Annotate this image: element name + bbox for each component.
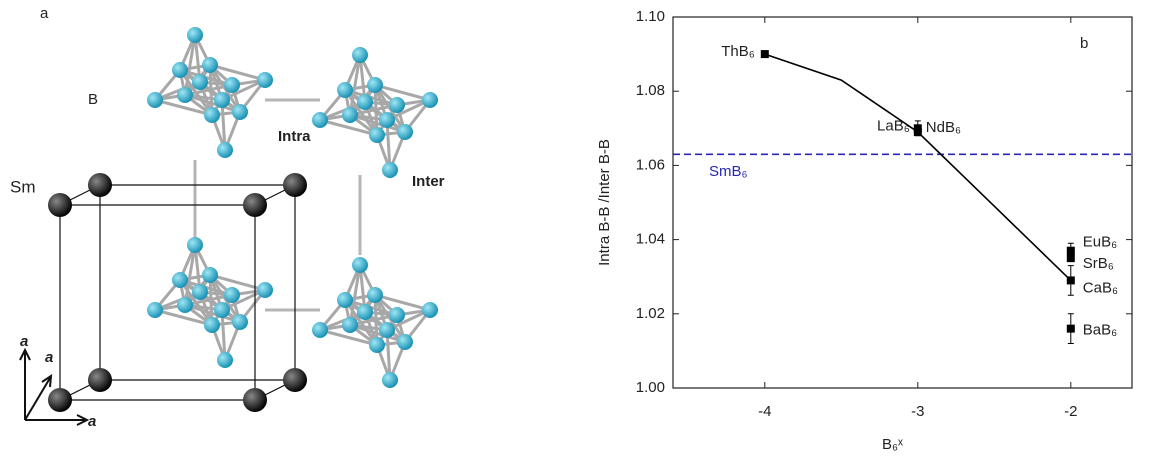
boron-atom — [379, 112, 395, 128]
point-label: LaB₆ — [877, 117, 910, 134]
y-tick-label: 1.00 — [636, 379, 665, 396]
boron-atom — [367, 287, 383, 303]
point-label: CaB₆ — [1083, 279, 1118, 296]
boron-atom — [369, 337, 385, 353]
y-tick-label: 1.04 — [636, 231, 665, 248]
data-point — [1067, 276, 1075, 284]
sm-atom — [88, 173, 112, 197]
boron-atom — [192, 284, 208, 300]
boron-atom — [177, 297, 193, 313]
boron-atom — [337, 82, 353, 98]
data-point — [914, 128, 922, 136]
boron-atom — [257, 282, 273, 298]
boron-atom — [172, 62, 188, 78]
sm-atom — [283, 173, 307, 197]
boron-atom — [367, 77, 383, 93]
boron-atom — [172, 272, 188, 288]
boron-label: B — [88, 91, 98, 108]
sm-label: Sm — [10, 177, 36, 196]
boron-atom — [217, 352, 233, 368]
y-tick-label: 1.08 — [636, 82, 665, 99]
boron-atom — [422, 302, 438, 318]
boron-atom — [257, 72, 273, 88]
y-axis-label: Intra B-B /Inter B-B — [596, 139, 613, 266]
point-label: BaB₆ — [1083, 322, 1117, 339]
boron-atom — [214, 302, 230, 318]
boron-atom — [202, 267, 218, 283]
boron-atom — [217, 142, 233, 158]
y-tick-label: 1.02 — [636, 305, 665, 322]
boron-atom — [369, 127, 385, 143]
boron-atom — [187, 237, 203, 253]
sm-atom — [283, 368, 307, 392]
crystal-structure — [48, 27, 438, 412]
boron-atom — [177, 87, 193, 103]
boron-atom — [224, 287, 240, 303]
boron-atom — [379, 322, 395, 338]
boron-atom — [147, 92, 163, 108]
sm-atom — [48, 388, 72, 412]
boron-atom — [204, 317, 220, 333]
reference-label: SmB₆ — [709, 163, 748, 180]
sm-atom — [48, 193, 72, 217]
boron-atom — [389, 97, 405, 113]
boron-atom — [187, 27, 203, 43]
y-tick-label: 1.10 — [636, 8, 665, 25]
boron-atom — [337, 292, 353, 308]
sm-atom — [243, 388, 267, 412]
boron-atom — [382, 372, 398, 388]
point-label: ThB₆ — [721, 43, 755, 60]
data-point — [1067, 325, 1075, 333]
axis-label: a — [88, 413, 96, 430]
boron-atom — [352, 257, 368, 273]
data-point — [761, 50, 769, 58]
sm-atom — [88, 368, 112, 392]
boron-atom — [214, 92, 230, 108]
boron-atom — [342, 317, 358, 333]
sm-atom — [243, 193, 267, 217]
boron-atom — [342, 107, 358, 123]
panel-label: b — [1080, 35, 1088, 52]
boron-atom — [147, 302, 163, 318]
point-label: EuB₆ — [1083, 234, 1117, 251]
boron-atom — [192, 74, 208, 90]
boron-atom — [232, 104, 248, 120]
boron-atom — [397, 334, 413, 350]
axis-label: a — [20, 333, 28, 350]
boron-atom — [422, 92, 438, 108]
data-point — [1067, 247, 1075, 255]
panel-label: a — [40, 5, 49, 22]
boron-atom — [224, 77, 240, 93]
boron-atom — [232, 314, 248, 330]
boron-atom — [382, 162, 398, 178]
axis-arrows — [20, 350, 87, 425]
boron-atom — [312, 112, 328, 128]
boron-atom — [357, 94, 373, 110]
inter-label: Inter — [412, 173, 445, 190]
boron-atom — [397, 124, 413, 140]
boron-atom — [352, 47, 368, 63]
x-tick-label: -3 — [911, 403, 924, 420]
point-label: NdB₆ — [926, 119, 961, 136]
x-axis-label: B₆ˣ — [882, 436, 903, 453]
point-label: SrB₆ — [1083, 255, 1114, 272]
boron-atom — [312, 322, 328, 338]
fit-line — [765, 54, 1071, 280]
chart: 1.00 1.02 1.04 1.06 1.08 1.10 -4 -3 -2 B₆ˣ Intra B… — [596, 8, 1132, 453]
boron-atom — [389, 307, 405, 323]
boron-atom — [357, 304, 373, 320]
plot-frame — [673, 17, 1132, 388]
y-tick-label: 1.06 — [636, 156, 665, 173]
data-point — [1067, 254, 1075, 262]
boron-atom — [202, 57, 218, 73]
x-tick-label: -2 — [1064, 403, 1077, 420]
boron-atom — [204, 107, 220, 123]
axis-label: a — [45, 349, 53, 366]
intra-label: Intra — [278, 128, 311, 145]
x-tick-label: -4 — [758, 403, 771, 420]
figure: a B Intra Inter Sm a a a 1.001.021.041.0… — [0, 0, 1150, 465]
